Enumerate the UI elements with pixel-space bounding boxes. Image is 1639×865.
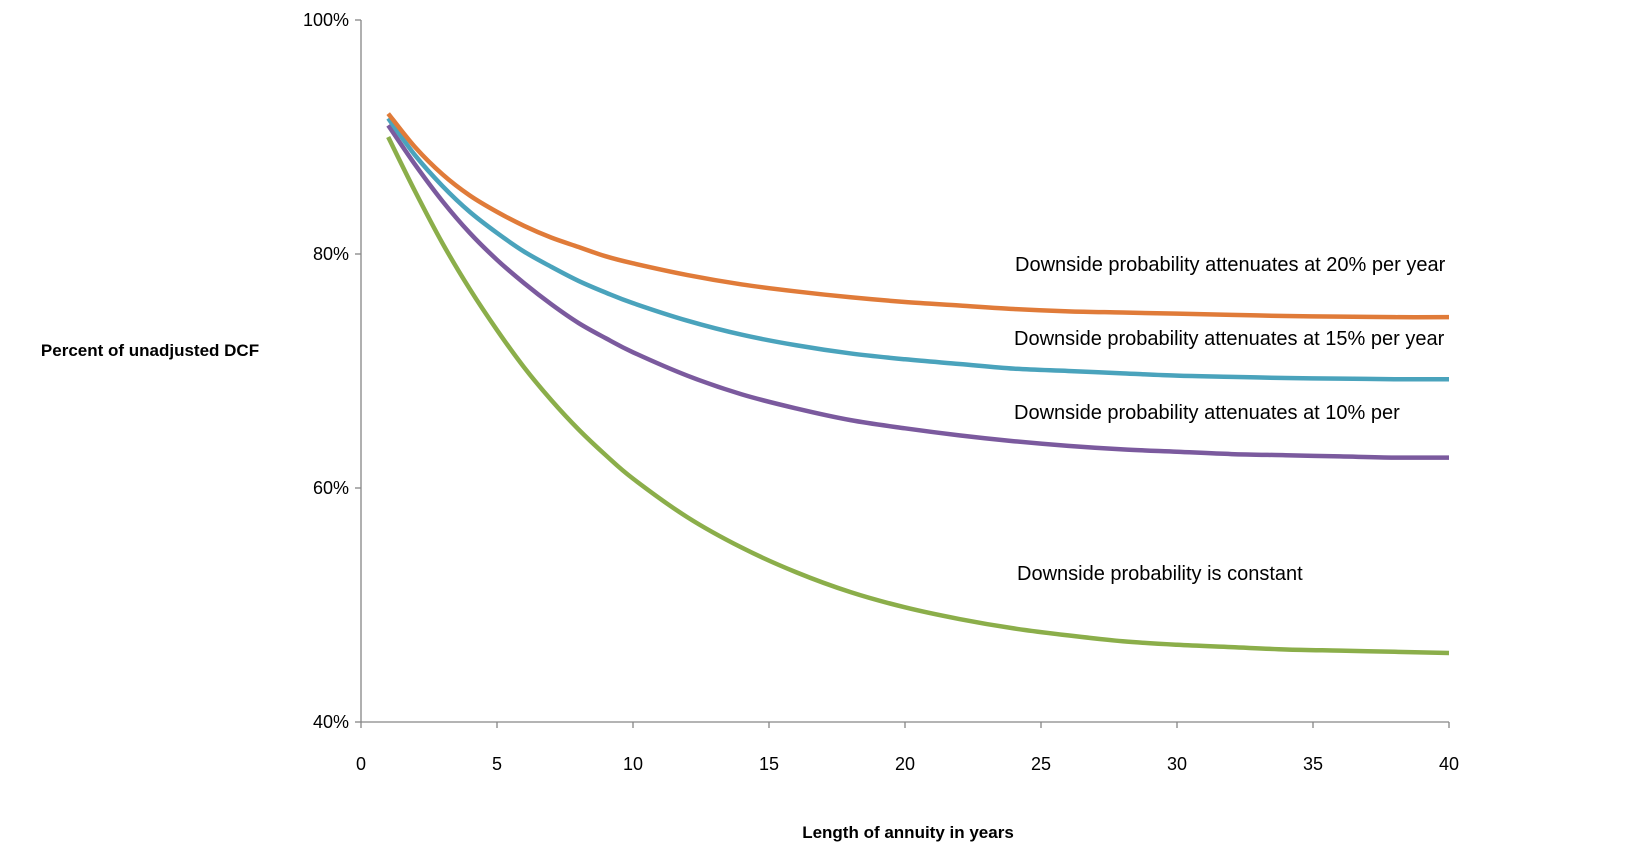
x-tick-label: 30 [1167,754,1187,774]
x-tick-label: 10 [623,754,643,774]
series-label-constant: Downside probability is constant [1017,563,1303,585]
x-tick-label: 40 [1439,754,1459,774]
x-ticks: 0 5 10 15 20 25 30 35 40 [356,722,1459,774]
x-tick-label: 15 [759,754,779,774]
series-label-20pct: Downside probability attenuates at 20% p… [1015,254,1446,276]
x-axis-title: Length of annuity in years [802,823,1014,842]
series-line-20pct [386,112,1450,320]
y-axis-title: Percent of unadjusted DCF [41,341,259,360]
y-tick-label: 80% [313,244,349,264]
y-tick-label: 40% [313,712,349,732]
y-ticks: 40% 60% 80% 100% [303,10,361,732]
series-label-10pct: Downside probability attenuates at 10% p… [1014,402,1400,424]
x-tick-label: 20 [895,754,915,774]
series-line-15pct [386,116,1450,382]
series-line-constant [386,136,1450,656]
series-lines [386,112,1450,656]
series-line-10pct [386,124,1450,460]
x-tick-label: 5 [492,754,502,774]
y-tick-label: 60% [313,478,349,498]
x-tick-label: 25 [1031,754,1051,774]
x-tick-label: 0 [356,754,366,774]
series-label-15pct: Downside probability attenuates at 15% p… [1014,328,1445,350]
series-labels: Downside probability attenuates at 20% p… [1014,254,1446,585]
x-tick-label: 35 [1303,754,1323,774]
y-tick-label: 100% [303,10,349,30]
